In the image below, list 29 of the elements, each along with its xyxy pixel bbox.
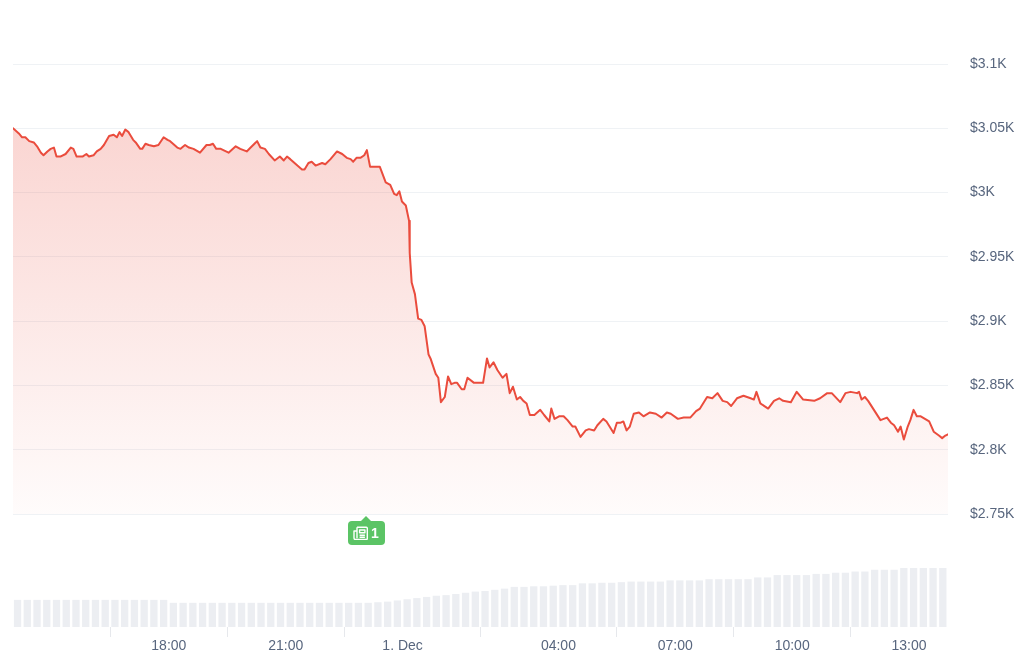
x-tick-label: 1. Dec xyxy=(382,637,423,654)
y-tick-label: $2.9K xyxy=(970,312,1008,328)
x-tick-label: 10:00 xyxy=(774,637,810,654)
bar xyxy=(345,602,353,627)
x-tick-label: 13:00 xyxy=(891,637,927,654)
x-tick-label: 21:00 xyxy=(268,637,304,654)
y-tick-label: $3.05K xyxy=(970,119,1016,136)
bar xyxy=(851,571,859,627)
x-tick-label: 04:00 xyxy=(540,637,577,654)
bar xyxy=(218,602,226,627)
bar xyxy=(471,591,479,627)
bar xyxy=(101,599,109,627)
y-tick-label: $3K xyxy=(970,183,996,200)
bar xyxy=(228,602,236,627)
bar xyxy=(481,591,489,627)
bar xyxy=(335,602,343,627)
x-tick-label: 18:00 xyxy=(151,637,187,654)
bar xyxy=(608,582,616,627)
y-tick-label: $2.75K xyxy=(970,504,1016,521)
y-tick-label: $2.95K xyxy=(970,247,1016,264)
bar xyxy=(734,579,742,627)
y-tick-label: $2.85K xyxy=(970,376,1016,393)
x-tick-label: 07:00 xyxy=(657,637,694,654)
bar xyxy=(841,572,850,627)
bar xyxy=(724,579,733,627)
bar xyxy=(111,599,119,627)
y-tick-label: $3.1K xyxy=(970,54,1008,71)
y-tick-label: $2.8K xyxy=(970,440,1008,457)
bar xyxy=(617,582,626,627)
